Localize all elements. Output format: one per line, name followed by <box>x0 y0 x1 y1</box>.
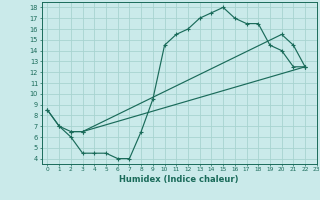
X-axis label: Humidex (Indice chaleur): Humidex (Indice chaleur) <box>119 175 239 184</box>
